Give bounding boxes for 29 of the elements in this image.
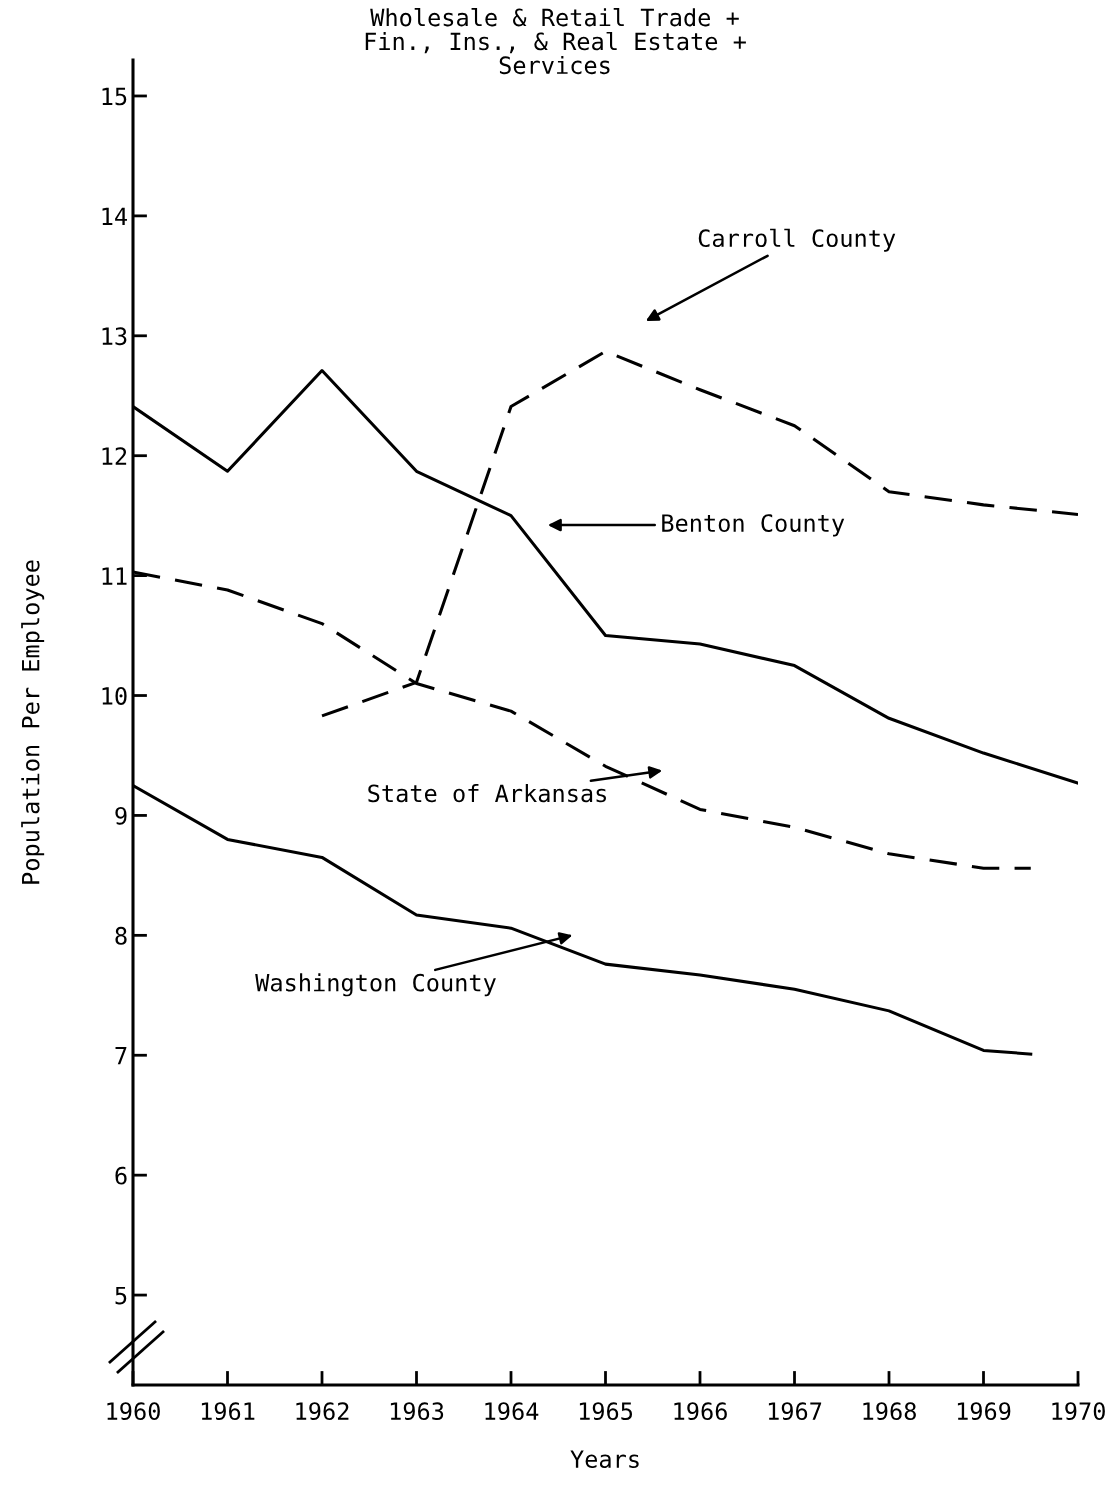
annotation: Carroll County	[698, 228, 896, 252]
annotation: Benton County	[662, 514, 845, 537]
x-tick-label: 1964	[485, 1402, 539, 1421]
x-tick-label: 1966	[674, 1402, 727, 1421]
x-tick-label: 1969	[957, 1402, 1011, 1421]
x-axis-title: Years	[570, 1450, 639, 1469]
x-tick-label: 1967	[768, 1402, 822, 1421]
x-tick-label: 1963	[390, 1402, 444, 1421]
y-axis-title: Population Per Employee	[21, 560, 45, 884]
y-tick-label: 8	[115, 926, 127, 945]
y-tick-label: 11	[102, 567, 127, 585]
x-tick-label: 1960	[107, 1402, 160, 1421]
y-tick-label: 12	[102, 447, 127, 465]
y-tick-label: 6	[115, 1166, 127, 1185]
y-tick-label: 14	[102, 207, 128, 225]
y-tick-label: 5	[115, 1286, 127, 1305]
y-tick-label: 9	[115, 806, 127, 825]
chart-title: Wholesale & Retail Trade + Fin., Ins., & Real Estate + Services	[365, 8, 746, 75]
y-tick-label: 10	[102, 687, 127, 705]
annotation: State of Arkansas	[368, 784, 606, 803]
y-tick-label: 15	[102, 87, 127, 106]
x-tick-label: 1962	[296, 1402, 349, 1421]
x-tick-label: 1965	[579, 1402, 633, 1421]
x-tick-label: 1968	[863, 1402, 916, 1421]
x-tick-label: 1961	[201, 1402, 255, 1421]
y-tick-label: 7	[115, 1047, 127, 1065]
y-tick-label: 13	[102, 327, 127, 346]
x-tick-label: 1970	[1052, 1402, 1105, 1421]
annotation: Washington County	[255, 973, 496, 997]
